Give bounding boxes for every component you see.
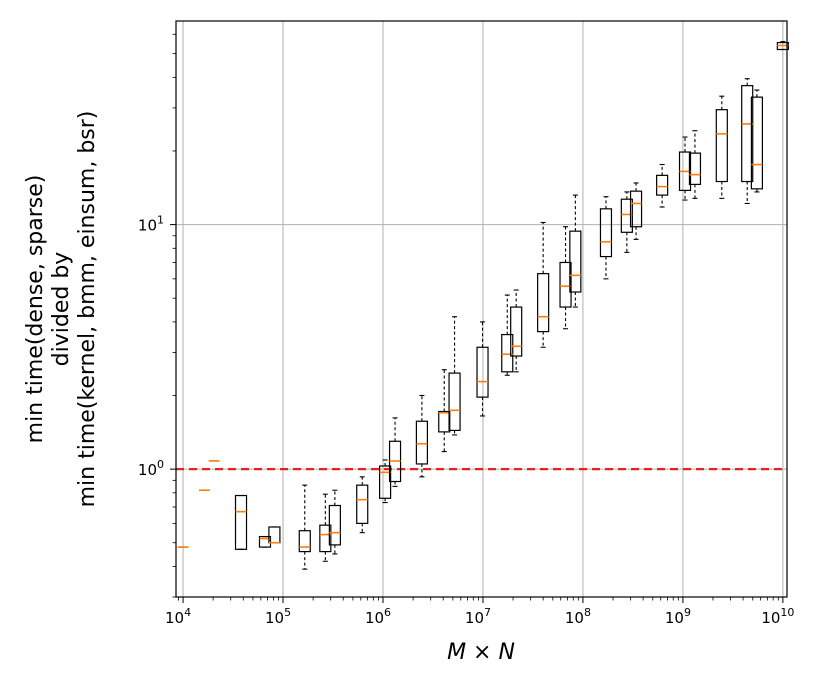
box (599, 196, 613, 280)
x-tick-exponent: 6 (384, 606, 391, 619)
box (388, 417, 402, 487)
box-iqr (379, 465, 392, 499)
x-tick-label: 1010 (761, 606, 794, 627)
axes-background (176, 21, 787, 597)
x-tick-label: 108 (565, 606, 591, 627)
box-iqr (620, 198, 633, 233)
box (476, 321, 489, 417)
box-iqr (559, 261, 572, 308)
x-tick-exponent: 4 (184, 606, 191, 619)
x-tick-label: 109 (665, 606, 691, 627)
x-axis-label: M × N (447, 640, 515, 665)
box-iqr (537, 273, 550, 333)
x-tick-label: 104 (165, 606, 191, 627)
box (750, 89, 764, 193)
box (438, 369, 451, 453)
box-iqr (258, 535, 272, 548)
box-iqr (750, 96, 764, 190)
x-tick-exponent: 10 (780, 606, 794, 619)
y-tick-exponent: 0 (157, 458, 164, 471)
box-iqr (599, 208, 613, 258)
y-axis-label-line-1: min time(dense, sparse) (23, 175, 48, 444)
y-tick-label: 101 (138, 214, 164, 235)
box-iqr (629, 190, 643, 228)
box (234, 494, 248, 550)
box-iqr (234, 494, 248, 550)
box (656, 163, 669, 208)
box-iqr (438, 410, 451, 433)
x-tick-exponent: 7 (484, 606, 491, 619)
x-tick-label: 106 (365, 606, 391, 627)
box-iqr (501, 333, 514, 373)
box-iqr (741, 85, 754, 183)
x-tick-base: 10 (565, 609, 584, 627)
axes-frame (175, 20, 788, 598)
x-tick-base: 10 (761, 609, 780, 627)
plot-area (175, 20, 789, 598)
box (415, 394, 428, 478)
box (629, 182, 643, 240)
box-iqr (569, 230, 582, 293)
x-tick-base: 10 (365, 609, 384, 627)
gridlines (176, 21, 787, 597)
x-tick-exponent: 5 (284, 606, 291, 619)
box-iqr (448, 372, 461, 432)
box-iqr (328, 504, 341, 546)
box (379, 459, 392, 504)
box-iqr (510, 306, 523, 357)
box (510, 289, 523, 373)
x-tick-base: 10 (265, 609, 284, 627)
y-axis-label-line-3: min time(kernel, bmm, einsum, bsr) (75, 111, 100, 508)
box (298, 484, 311, 570)
x-tick-base: 10 (665, 609, 684, 627)
box-iqr (298, 530, 311, 553)
box (715, 95, 728, 199)
box (356, 476, 369, 534)
x-tick-label: 107 (465, 606, 491, 627)
x-tick-exponent: 9 (684, 606, 691, 619)
box (688, 130, 702, 199)
box-iqr (656, 174, 669, 196)
box (268, 526, 281, 544)
y-axis-label-line-2: divided by (49, 252, 74, 367)
box (448, 316, 461, 436)
box-iqr (319, 524, 332, 553)
y-tick-base: 10 (138, 217, 157, 235)
boxes (177, 41, 789, 570)
y-tick-base: 10 (138, 461, 157, 479)
y-tick-label: 100 (138, 458, 164, 479)
box (569, 194, 582, 308)
box-iqr (415, 420, 428, 465)
x-tick-exponent: 8 (584, 606, 591, 619)
box-iqr (356, 484, 369, 524)
box (328, 489, 341, 555)
box-iqr (476, 346, 489, 398)
y-tick-exponent: 1 (157, 214, 164, 227)
box-iqr (688, 152, 702, 185)
box-iqr (715, 109, 728, 183)
x-tick-label: 105 (265, 606, 291, 627)
y-axis-label: min time(dense, sparse) divided by min t… (23, 111, 100, 508)
x-tick-base: 10 (465, 609, 484, 627)
x-axis-ticks: 104 105 106 107 108 109 1010 (165, 597, 794, 627)
box (537, 221, 550, 348)
box (559, 226, 572, 330)
box (678, 136, 692, 201)
box (501, 294, 514, 376)
x-tick-base: 10 (165, 609, 184, 627)
